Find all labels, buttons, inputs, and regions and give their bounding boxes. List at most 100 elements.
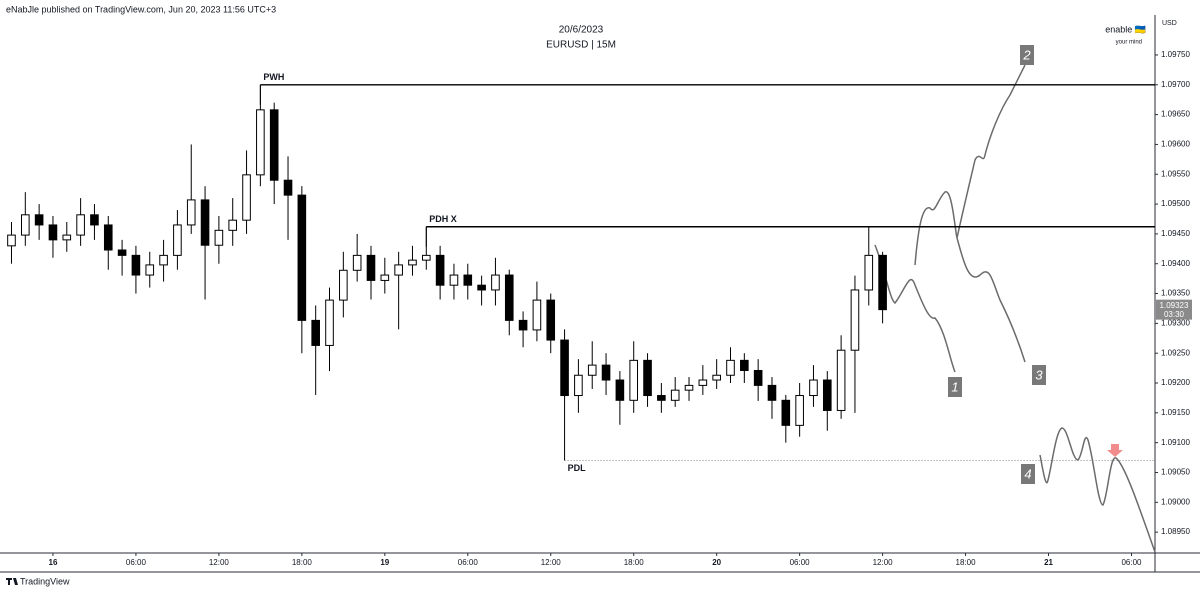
candle-body xyxy=(574,374,583,397)
scenario-box xyxy=(1021,464,1035,484)
candle-body xyxy=(435,254,445,286)
x-tick-label: 12:00 xyxy=(873,558,894,567)
candle-body xyxy=(103,224,113,251)
y-tick-label: 1.09100 xyxy=(1161,438,1190,447)
y-tick-label: 1.09400 xyxy=(1161,259,1190,268)
y-tick-label: 1.09250 xyxy=(1161,348,1190,357)
candle-body xyxy=(753,369,763,386)
y-tick-label: 1.09450 xyxy=(1161,229,1190,238)
last-price-countdown: 03:30 xyxy=(1164,310,1185,319)
candle-body xyxy=(228,219,238,231)
candle-body xyxy=(173,224,182,256)
candle-body xyxy=(670,389,680,401)
candle-body xyxy=(449,274,459,286)
candle-body xyxy=(546,299,556,341)
watermark-sub: your mind xyxy=(1116,40,1142,46)
candle-body xyxy=(325,299,334,346)
x-tick-label: 18:00 xyxy=(624,558,645,567)
publisher: eNabJle published on TradingView.com, Ju… xyxy=(6,4,276,14)
scenario-path xyxy=(874,244,956,373)
watermark: enable 🇺🇦 xyxy=(1105,24,1146,34)
candle-body xyxy=(242,174,251,221)
candle-body xyxy=(560,339,569,397)
scenario-box xyxy=(1020,45,1034,65)
y-tick-label: 1.09500 xyxy=(1161,199,1190,208)
candle-body xyxy=(297,194,307,321)
candle-body xyxy=(269,109,279,181)
scenario-path xyxy=(1039,427,1156,553)
candle-body xyxy=(532,299,542,331)
candle-body xyxy=(463,274,473,286)
level-label: PDL xyxy=(568,463,587,473)
footer-logo xyxy=(6,578,18,585)
last-price-box xyxy=(1156,299,1192,320)
candle-body xyxy=(366,254,376,281)
candle-body xyxy=(131,254,141,276)
candle-body xyxy=(712,374,721,381)
candle-body xyxy=(878,254,887,311)
candle-body xyxy=(7,234,16,247)
candle-body xyxy=(394,264,403,276)
candle-body xyxy=(145,264,155,276)
candle-body xyxy=(408,259,417,266)
candle-body xyxy=(477,284,486,291)
x-tick-label: 12:00 xyxy=(209,558,230,567)
candle-body xyxy=(587,364,597,376)
candle-body xyxy=(90,214,99,226)
y-tick-label: 1.09650 xyxy=(1161,110,1190,119)
candle-body xyxy=(795,395,804,426)
y-tick-label: 1.09150 xyxy=(1161,408,1190,417)
candle-body xyxy=(822,379,832,411)
x-tick-label: 18:00 xyxy=(956,558,977,567)
level-label: PWH xyxy=(263,72,284,82)
footer-brand: TradingView xyxy=(20,576,70,586)
x-tick-label: 20 xyxy=(712,558,721,567)
scenario-box xyxy=(1032,365,1046,385)
y-axis-label: USD xyxy=(1162,20,1177,27)
candle-body xyxy=(421,254,431,261)
candle-body xyxy=(339,269,348,301)
candle-body xyxy=(491,274,500,291)
candle-body xyxy=(186,199,196,226)
y-tick-label: 1.09350 xyxy=(1161,289,1190,298)
candle-body xyxy=(48,224,58,241)
candle-body xyxy=(726,359,735,376)
y-tick-label: 1.09550 xyxy=(1161,169,1190,178)
candle-body xyxy=(615,379,625,401)
x-tick-label: 21 xyxy=(1044,558,1053,567)
scenario-label: 1 xyxy=(951,379,958,394)
candle-body xyxy=(311,319,320,346)
x-tick-label: 19 xyxy=(380,558,389,567)
candle-body xyxy=(767,384,777,401)
chart-subtitle: EURUSD | 15M xyxy=(546,40,616,51)
candle-body xyxy=(518,319,528,331)
x-tick-label: 06:00 xyxy=(790,558,811,567)
candle-body xyxy=(352,254,362,271)
candle-body xyxy=(864,254,874,291)
candle-body xyxy=(380,274,390,281)
candle-body xyxy=(684,384,694,391)
candle-body xyxy=(836,349,846,411)
y-tick-label: 1.09600 xyxy=(1161,140,1190,149)
candle-body xyxy=(850,289,860,351)
x-tick-label: 18:00 xyxy=(292,558,313,567)
candle-body xyxy=(214,229,224,246)
candle-body xyxy=(34,214,44,226)
y-tick-label: 1.09000 xyxy=(1161,497,1190,506)
candle-body xyxy=(117,249,127,256)
chart-title: 20/6/2023 xyxy=(559,25,604,36)
scenarios xyxy=(874,45,1156,553)
scenario-path xyxy=(914,64,1026,266)
candle-body xyxy=(21,214,30,236)
x-tick-label: 06:00 xyxy=(1121,558,1142,567)
x-tick-label: 12:00 xyxy=(541,558,562,567)
candle-body xyxy=(76,214,85,236)
x-tick-label: 06:00 xyxy=(126,558,147,567)
x-tick-label: 06:00 xyxy=(458,558,479,567)
y-tick-label: 1.09200 xyxy=(1161,378,1190,387)
candle-body xyxy=(809,379,818,397)
scenario-box xyxy=(948,377,962,397)
candle-body xyxy=(62,234,72,241)
candle-body xyxy=(256,109,265,176)
candle-body xyxy=(159,254,168,266)
